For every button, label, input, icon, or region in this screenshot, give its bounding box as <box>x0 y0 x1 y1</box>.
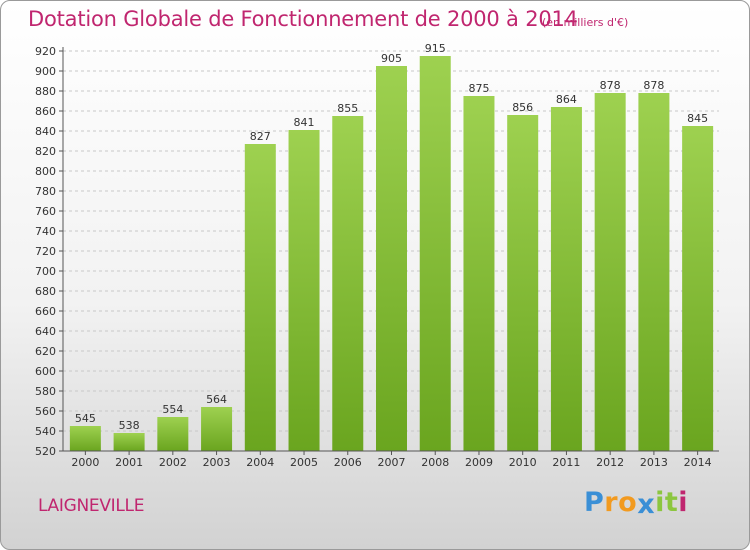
y-tick-label: 580 <box>35 385 56 398</box>
bar-2012 <box>594 93 626 451</box>
y-tick-label: 740 <box>35 225 56 238</box>
bar-2013 <box>638 93 670 451</box>
y-tick-label: 760 <box>35 205 56 218</box>
bar-2003 <box>201 407 233 451</box>
x-tick-label: 2002 <box>159 456 187 469</box>
chart-title: Dotation Globale de Fonctionnement de 20… <box>28 7 578 31</box>
x-tick-label: 2009 <box>465 456 493 469</box>
labels: 520 540 560 580 600 620 640 660 680 700 720 740 760 7… <box>35 42 712 469</box>
bars <box>69 56 714 451</box>
data-label: 845 <box>687 112 708 125</box>
location-name: LAIGNEVILLE <box>38 496 145 516</box>
x-tick-label: 2006 <box>334 456 362 469</box>
y-tick-label: 620 <box>35 345 56 358</box>
data-label: 545 <box>75 412 96 425</box>
data-label: 554 <box>162 403 183 416</box>
bar-2007 <box>376 66 407 451</box>
x-tick-label: 2000 <box>71 456 99 469</box>
logo-letter: i <box>655 487 665 518</box>
data-label: 878 <box>600 79 621 92</box>
data-label: 855 <box>337 102 358 115</box>
data-label: 878 <box>643 79 664 92</box>
logo-letter: P <box>584 487 605 518</box>
y-tick-label: 840 <box>35 125 56 138</box>
y-tick-label: 880 <box>35 85 56 98</box>
bar-2001 <box>113 433 145 451</box>
x-tick-label: 2005 <box>290 456 318 469</box>
y-tick-label: 700 <box>35 265 56 278</box>
y-tick-label: 560 <box>35 405 56 418</box>
logo-letter: i <box>678 487 689 518</box>
bar-2010 <box>507 115 539 451</box>
x-tick-label: 2010 <box>509 456 537 469</box>
logo-letter: r <box>604 487 619 518</box>
y-tick-label: 660 <box>35 305 56 318</box>
bar-2014 <box>682 126 714 451</box>
y-tick-label: 640 <box>35 325 56 338</box>
data-label: 864 <box>556 93 577 106</box>
y-tick-label: 680 <box>35 285 56 298</box>
bar-2009 <box>463 96 495 451</box>
y-tick-label: 540 <box>35 425 56 438</box>
y-tick-label: 860 <box>35 105 56 118</box>
y-tick-label: 520 <box>35 445 56 458</box>
y-tick-label: 820 <box>35 145 56 158</box>
data-label: 564 <box>206 393 227 406</box>
y-tick-label: 600 <box>35 365 56 378</box>
bar-2000 <box>69 426 101 451</box>
unit-note: (en milliers d'€) <box>542 16 629 29</box>
data-label: 856 <box>512 101 533 114</box>
data-label: 905 <box>381 52 402 65</box>
bar-2004 <box>244 144 276 451</box>
logo-letter: x <box>637 489 656 520</box>
x-tick-label: 2007 <box>378 456 406 469</box>
proxiti-logo: Proxiti <box>584 487 689 520</box>
x-tick-label: 2011 <box>552 456 580 469</box>
bar-2008 <box>419 56 451 451</box>
data-label: 875 <box>468 82 489 95</box>
logo-letter: t <box>664 487 679 518</box>
logo-letter: o <box>618 487 638 518</box>
data-label: 827 <box>250 130 271 143</box>
x-tick-label: 2001 <box>115 456 143 469</box>
x-tick-label: 2004 <box>246 456 274 469</box>
x-tick-label: 2003 <box>203 456 231 469</box>
data-label: 841 <box>294 116 315 129</box>
bar-2002 <box>157 417 189 451</box>
y-tick-label: 720 <box>35 245 56 258</box>
data-label: 915 <box>425 42 446 55</box>
y-tick-label: 800 <box>35 165 56 178</box>
data-label: 538 <box>119 419 140 432</box>
axes <box>59 47 719 455</box>
x-tick-label: 2008 <box>421 456 449 469</box>
y-tick-label: 900 <box>35 65 56 78</box>
x-tick-label: 2013 <box>640 456 668 469</box>
bar-2005 <box>288 130 320 451</box>
bar-2011 <box>550 107 582 451</box>
y-tick-label: 780 <box>35 185 56 198</box>
x-tick-label: 2014 <box>684 456 712 469</box>
x-tick-label: 2012 <box>596 456 624 469</box>
bar-2006 <box>332 116 364 451</box>
y-tick-label: 920 <box>35 45 56 58</box>
